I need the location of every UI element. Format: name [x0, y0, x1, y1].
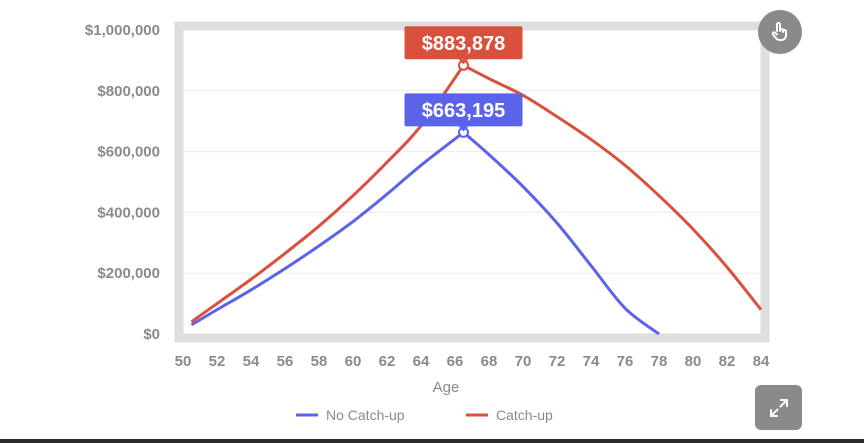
- y-axis-ticks: $0 $200,000 $400,000 $600,000 $800,000 $1,000…: [85, 22, 160, 343]
- expand-button[interactable]: [755, 385, 802, 430]
- x-tick-label: 58: [311, 353, 328, 370]
- callout-pointer: [458, 126, 469, 132]
- callout-label-catch-up: $883,878: [422, 33, 505, 55]
- y-tick-label: $0: [143, 326, 160, 343]
- series-line-no-catch-up: [190, 130, 660, 336]
- annotations: $883,878 $663,195: [404, 26, 523, 138]
- x-tick-label: 84: [753, 353, 770, 370]
- y-tick-label: $800,000: [97, 83, 160, 100]
- y-tick-label: $200,000: [97, 265, 160, 282]
- plot-frame: [174, 21, 770, 343]
- callout-label-no-catch-up: $663,195: [422, 100, 505, 122]
- x-tick-label: 62: [379, 353, 396, 370]
- legend-label-catch-up: Catch-up: [496, 407, 553, 423]
- hand-pointer-icon: [771, 22, 787, 41]
- series-line-catch-up: [190, 63, 763, 324]
- x-tick-label: 52: [209, 353, 226, 370]
- x-tick-label: 64: [413, 353, 430, 370]
- x-tick-label: 50: [175, 353, 192, 370]
- bottom-divider: [0, 439, 864, 443]
- x-tick-label: 74: [583, 353, 600, 370]
- x-tick-label: 60: [345, 353, 362, 370]
- x-tick-label: 80: [685, 353, 702, 370]
- x-tick-label: 82: [719, 353, 736, 370]
- y-tick-label: $600,000: [97, 144, 160, 161]
- callout-pointer: [458, 59, 469, 65]
- x-tick-label: 54: [243, 353, 260, 370]
- legend-label-no-catch-up: No Catch-up: [326, 407, 405, 423]
- legend: No Catch-up Catch-up: [296, 407, 553, 423]
- x-tick-label: 72: [549, 353, 566, 370]
- grid: [183, 90, 761, 274]
- expand-arrows-icon: [769, 398, 788, 417]
- x-axis-ticks: 50 52 54 56 58 60 62 64 66 68 70 72 74 76 78 80 82 84: [175, 353, 770, 370]
- callout-box-catch-up: [404, 26, 523, 60]
- x-tick-label: 70: [515, 353, 532, 370]
- x-tick-label: 78: [651, 353, 668, 370]
- y-tick-label: $1,000,000: [85, 22, 160, 39]
- hand-pointer-button[interactable]: [758, 10, 802, 54]
- x-tick-label: 68: [481, 353, 498, 370]
- series: [190, 63, 763, 336]
- x-tick-label: 66: [447, 353, 464, 370]
- callout-box-no-catch-up: [404, 93, 523, 127]
- x-tick-label: 56: [277, 353, 294, 370]
- x-tick-label: 76: [617, 353, 634, 370]
- x-axis-title: Age: [433, 379, 460, 396]
- y-tick-label: $400,000: [97, 204, 160, 221]
